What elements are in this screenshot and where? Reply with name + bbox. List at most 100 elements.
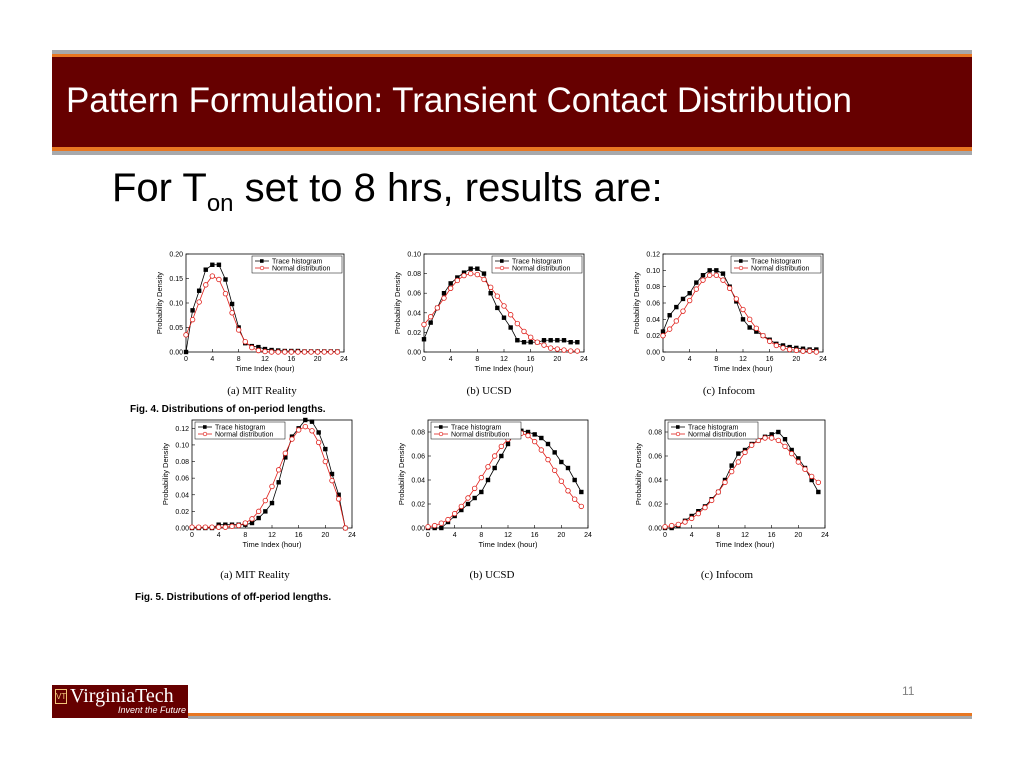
y-axis-label: Probability Density — [634, 443, 643, 505]
x-tick-label: 20 — [314, 356, 322, 363]
normal-point — [474, 271, 481, 278]
trace-point — [521, 340, 527, 345]
trace-point — [323, 446, 328, 452]
normal-point — [525, 432, 531, 439]
page-number: 11 — [902, 684, 915, 698]
normal-point — [498, 443, 505, 450]
trace-point — [190, 308, 195, 313]
x-tick-label: 24 — [340, 356, 348, 363]
normal-point — [328, 349, 334, 355]
legend-box — [667, 421, 759, 440]
normal-point — [551, 467, 558, 474]
trace-point — [782, 437, 788, 442]
normal-point — [680, 308, 686, 314]
normal-point — [334, 349, 341, 355]
trace-point — [485, 477, 491, 483]
normal-point — [196, 299, 202, 305]
normal-point — [235, 327, 242, 333]
chart-4: 0 4 8 12 16 20 24 0.00 0.02 0.04 0.06 0.08 0.10 0.12 T… — [161, 417, 356, 581]
normal-point — [514, 320, 521, 327]
normal-point — [295, 427, 302, 433]
trace-point — [559, 459, 564, 465]
x-tick-label: 4 — [210, 356, 214, 363]
normal-point — [722, 479, 728, 486]
legend-entry: Normal distribution — [451, 431, 509, 438]
legend-entry: Normal distribution — [751, 265, 809, 272]
trace-point — [256, 515, 261, 521]
trace-point — [468, 266, 473, 271]
normal-point — [668, 522, 675, 529]
trace-point — [455, 275, 460, 280]
trace-point — [789, 447, 794, 453]
x-tick-label: 4 — [688, 356, 692, 363]
normal-point — [465, 495, 471, 501]
x-tick-label: 16 — [527, 356, 535, 363]
legend-circle-marker — [438, 431, 444, 437]
x-axis-label: Time Index (hour) — [714, 364, 773, 373]
normal-point — [249, 344, 255, 351]
normal-point — [301, 349, 308, 355]
normal-point — [740, 306, 746, 313]
trace-point — [439, 525, 444, 531]
normal-point — [782, 443, 788, 450]
y-tick-label: 0.02 — [648, 502, 662, 509]
normal-point — [485, 464, 491, 470]
x-tick-label: 24 — [819, 356, 827, 363]
legend-box — [730, 255, 822, 274]
trace-point — [568, 340, 573, 345]
normal-point — [574, 348, 581, 354]
trace-point — [249, 520, 255, 526]
normal-point — [215, 524, 222, 530]
x-tick-label: 0 — [661, 356, 665, 363]
x-axis-label: Time Index (hour) — [243, 540, 302, 549]
y-tick-label: 0.10 — [169, 301, 183, 308]
series-line-2 — [664, 437, 819, 528]
y-axis-label: Probability Density — [155, 272, 164, 334]
normal-point — [507, 312, 514, 318]
x-tick-label: 16 — [766, 356, 774, 363]
normal-point — [571, 496, 578, 502]
y-tick-label: 0.20 — [169, 252, 183, 259]
normal-point — [686, 297, 693, 304]
normal-point — [302, 423, 309, 430]
normal-point — [431, 522, 438, 529]
x-tick-label: 20 — [321, 532, 329, 539]
trace-point — [561, 338, 567, 343]
x-tick-label: 12 — [268, 532, 276, 539]
legend-square-marker — [439, 425, 443, 429]
normal-point — [561, 347, 567, 353]
trace-point — [183, 349, 189, 355]
normal-point — [753, 325, 760, 332]
normal-point — [567, 348, 574, 354]
y-tick-label: 0.06 — [648, 454, 662, 461]
trace-point — [729, 463, 734, 468]
normal-point — [748, 442, 755, 448]
x-tick-label: 24 — [348, 532, 356, 539]
normal-point — [209, 273, 216, 279]
normal-point — [800, 348, 806, 354]
trace-point — [525, 429, 531, 435]
normal-point — [275, 467, 282, 473]
series-line-2 — [427, 432, 582, 528]
panel-caption: (a) MIT Reality — [227, 385, 297, 397]
trace-point — [501, 315, 507, 320]
x-tick-label: 12 — [741, 532, 749, 539]
x-tick-label: 12 — [261, 356, 269, 363]
normal-point — [421, 321, 427, 328]
y-axis-label: Probability Density — [393, 272, 402, 334]
y-tick-label: 0.02 — [411, 502, 425, 509]
normal-point — [478, 474, 485, 481]
trace-point — [754, 329, 759, 334]
normal-point — [242, 339, 248, 345]
trace-point — [747, 325, 752, 330]
normal-point — [733, 296, 740, 302]
series-line-1 — [662, 269, 817, 350]
y-axis-label: Probability Density — [397, 443, 406, 505]
normal-point — [467, 270, 474, 277]
mid-gray-rule — [52, 151, 972, 155]
top-orange-rule — [52, 54, 972, 57]
legend-entry: Trace histogram — [272, 258, 322, 265]
x-axis-label: Time Index (hour) — [479, 540, 538, 549]
trace-point — [283, 455, 288, 460]
trace-point — [700, 273, 706, 278]
